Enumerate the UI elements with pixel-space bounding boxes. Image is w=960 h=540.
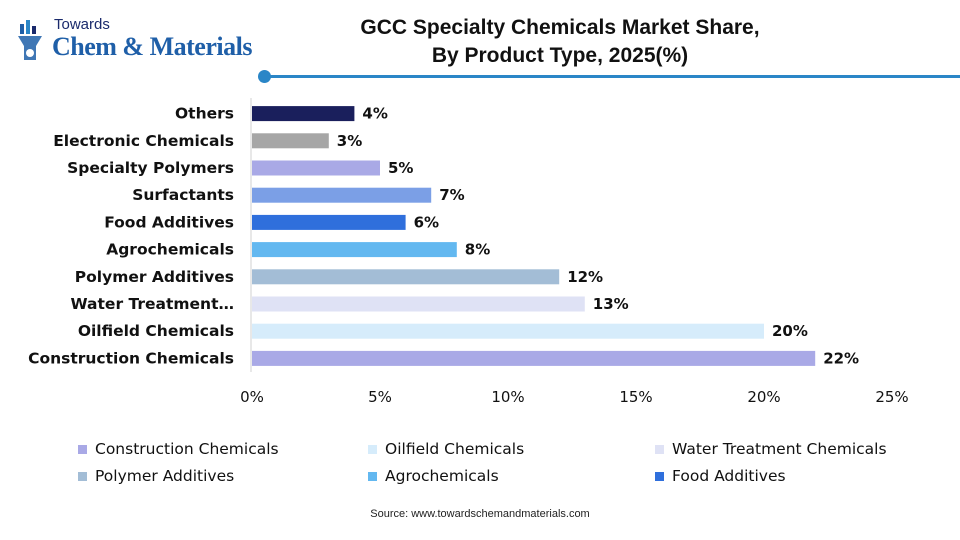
bar: [252, 214, 406, 230]
bar: [252, 106, 355, 122]
bar: [252, 269, 560, 285]
x-tick-label: 20%: [747, 388, 780, 406]
source-note: Source: www.towardschemandmaterials.com: [370, 508, 590, 520]
brand-name: Chem & Materials: [52, 32, 252, 61]
legend-item: Agrochemicals: [368, 467, 499, 485]
bar: [252, 350, 816, 366]
x-tick-label: 5%: [368, 388, 392, 406]
data-label: 8%: [465, 241, 490, 259]
legend-swatch: [78, 471, 87, 481]
data-label: 6%: [414, 213, 439, 231]
data-label: 7%: [439, 186, 464, 204]
bar-chart: Others 4% Electronic Chemicals 3% Specialty …: [28, 98, 909, 406]
bar: [252, 296, 585, 312]
category-label: Others: [175, 105, 234, 123]
legend-swatch: [655, 444, 664, 454]
category-label: Water Treatment…: [71, 295, 234, 313]
legend-item: Water Treatment Chemicals: [655, 440, 887, 458]
legend-swatch: [655, 471, 664, 481]
legend-label: Water Treatment Chemicals: [672, 440, 887, 458]
data-label: 20%: [772, 322, 808, 340]
data-label: 4%: [362, 105, 387, 123]
legend-swatch: [78, 444, 87, 454]
data-label: 13%: [593, 295, 629, 313]
bar: [252, 133, 329, 149]
category-label: Electronic Chemicals: [53, 132, 234, 150]
category-label: Agrochemicals: [106, 241, 234, 259]
data-label: 3%: [337, 132, 362, 150]
title-rule-dot: [258, 70, 271, 83]
legend-item: Oilfield Chemicals: [368, 440, 524, 458]
category-label: Polymer Additives: [75, 268, 234, 286]
chart-title: GCC Specialty Chemicals Market Share,: [360, 16, 760, 39]
data-label: 12%: [567, 268, 603, 286]
brand-small-text: Towards: [54, 16, 110, 33]
data-label: 22%: [823, 349, 859, 367]
legend-swatch: [368, 444, 377, 454]
legend-label: Agrochemicals: [385, 467, 499, 485]
category-label: Specialty Polymers: [67, 159, 234, 177]
legend-label: Oilfield Chemicals: [385, 440, 525, 458]
legend-item: Construction Chemicals: [78, 440, 279, 458]
chart-subtitle: By Product Type, 2025(%): [431, 44, 689, 67]
bar: [252, 160, 380, 176]
bar: [252, 187, 432, 203]
legend-item: Polymer Additives: [78, 467, 234, 485]
category-label: Construction Chemicals: [28, 349, 234, 367]
legend-label: Food Additives: [672, 467, 786, 485]
legend-label: Construction Chemicals: [95, 440, 279, 458]
brand-logo: Towards Chem & Materials: [14, 14, 254, 66]
category-label: Surfactants: [132, 186, 234, 204]
title-rule: [268, 75, 960, 78]
x-tick-label: 0%: [240, 388, 264, 406]
legend-item: Food Additives: [655, 467, 786, 485]
flask-icon: [18, 20, 42, 60]
x-tick-label: 15%: [619, 388, 652, 406]
bar: [252, 323, 764, 339]
legend-swatch: [368, 471, 377, 481]
category-label: Oilfield Chemicals: [78, 322, 234, 340]
x-tick-label: 25%: [875, 388, 908, 406]
data-label: 5%: [388, 159, 413, 177]
legend-label: Polymer Additives: [95, 467, 235, 485]
bar: [252, 242, 457, 258]
x-tick-label: 10%: [491, 388, 524, 406]
category-label: Food Additives: [104, 213, 234, 231]
